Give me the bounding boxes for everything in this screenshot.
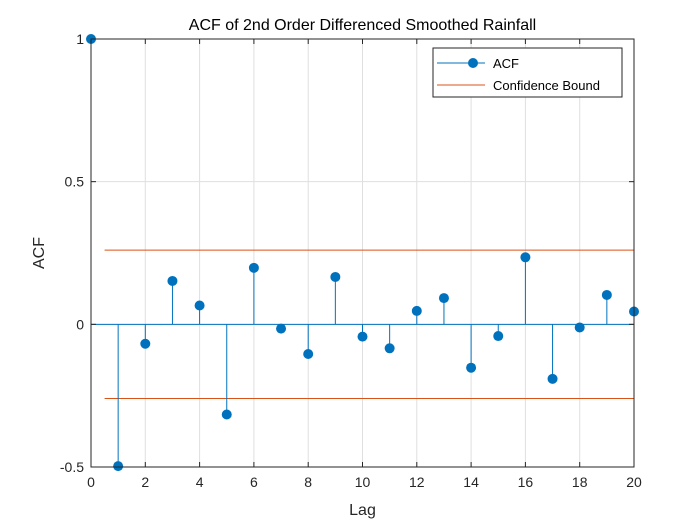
acf-point <box>167 275 178 286</box>
x-axis-label: Lag <box>349 502 376 519</box>
acf-stem-5 <box>221 324 232 420</box>
legend-acf-label: ACF <box>493 56 519 71</box>
y-axis-label: ACF <box>31 237 48 269</box>
x-tick-label: 0 <box>87 474 95 490</box>
x-tick-label: 14 <box>463 474 479 490</box>
x-tick-label: 8 <box>304 474 312 490</box>
acf-stem-11 <box>384 324 395 354</box>
x-tick-label: 6 <box>250 474 258 490</box>
y-axis-ticks: -0.5 0 0.5 1 <box>60 31 634 475</box>
acf-point <box>601 289 612 300</box>
acf-point <box>303 349 314 360</box>
chart-title: ACF of 2nd Order Differenced Smoothed Ra… <box>189 17 536 34</box>
legend-confidence-label: Confidence Bound <box>493 78 600 93</box>
acf-stem-19 <box>601 289 612 325</box>
acf-point <box>113 461 124 472</box>
acf-stem-7 <box>276 323 287 334</box>
y-tick-label: 0 <box>76 316 84 332</box>
x-tick-label: 16 <box>518 474 534 490</box>
acf-point <box>438 293 449 304</box>
acf-stem-8 <box>303 324 314 360</box>
x-tick-label: 4 <box>196 474 204 490</box>
y-tick-label: 0.5 <box>65 174 85 190</box>
acf-stem-1 <box>113 324 124 472</box>
acf-stem-6 <box>248 262 259 325</box>
acf-stem-9 <box>330 271 341 325</box>
x-tick-label: 2 <box>141 474 149 490</box>
acf-stem-16 <box>520 252 531 325</box>
x-tick-label: 20 <box>626 474 642 490</box>
acf-stem-3 <box>167 275 178 325</box>
x-axis-ticks: 0 2 4 6 8 10 12 14 16 18 20 <box>87 39 642 490</box>
legend-acf-marker <box>468 58 478 68</box>
acf-point <box>411 305 422 316</box>
acf-point <box>248 262 259 273</box>
acf-point <box>547 373 558 384</box>
acf-point <box>194 300 205 311</box>
y-tick-label: 1 <box>76 31 84 47</box>
acf-stem-4 <box>194 300 205 325</box>
acf-point <box>276 323 287 334</box>
x-tick-label: 12 <box>409 474 425 490</box>
acf-stem-12 <box>411 305 422 325</box>
acf-stem-14 <box>466 324 477 373</box>
confidence-bounds <box>104 249 634 400</box>
x-tick-label: 18 <box>572 474 588 490</box>
acf-stem-17 <box>547 324 558 384</box>
acf-point <box>493 331 504 342</box>
legend: ACF Confidence Bound <box>432 47 623 98</box>
acf-point <box>221 409 232 420</box>
acf-stem-18 <box>574 322 585 333</box>
y-tick-label: -0.5 <box>60 459 84 475</box>
acf-point <box>520 252 531 263</box>
acf-stem-15 <box>493 324 504 342</box>
acf-point <box>574 322 585 333</box>
acf-point <box>466 362 477 373</box>
acf-stem-10 <box>357 324 368 342</box>
x-tick-label: 10 <box>355 474 371 490</box>
acf-stem-2 <box>140 324 151 349</box>
acf-point <box>384 343 395 354</box>
acf-point <box>357 331 368 342</box>
acf-point <box>140 338 151 349</box>
acf-stem-13 <box>438 293 449 325</box>
acf-point <box>330 271 341 282</box>
legend-box <box>432 47 623 98</box>
